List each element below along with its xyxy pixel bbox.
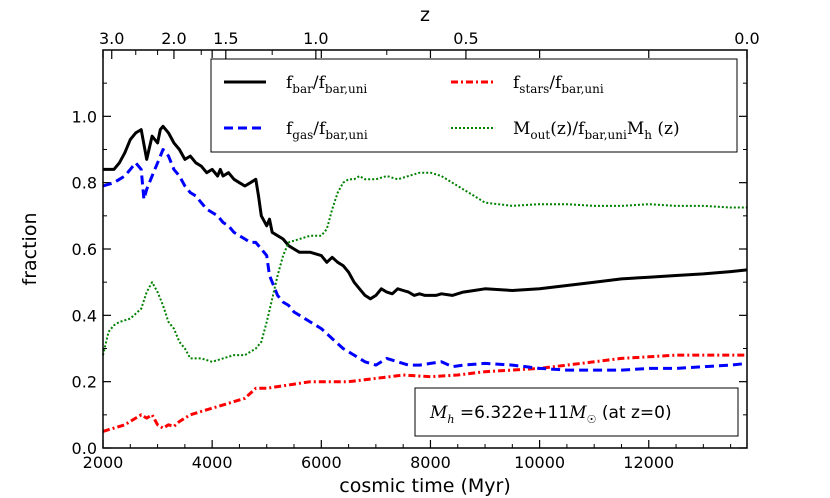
series-line-1 [103, 124, 748, 301]
legend-label: Mout(z)/fbar,uniMh (z) [513, 119, 680, 142]
x-tick-label: 8000 [410, 453, 451, 472]
y-tick-label: 0.8 [72, 174, 97, 193]
legend-label: fstars/fbar,uni [513, 73, 604, 96]
legend-box [210, 58, 738, 153]
z-tick-label: 1.5 [213, 29, 238, 48]
y-tick-label: 0.4 [72, 306, 97, 325]
z-tick-label: 0.5 [453, 29, 478, 48]
y-tick-label: 0.0 [72, 439, 97, 458]
legend: fbar/fbar,uni fgas/fbar,uni fstars/fbar,un… [210, 58, 738, 153]
halo-mass-annotation: Mh =6.322e+11M☉ (at z=0) [414, 387, 739, 437]
x-tick-label: 12000 [623, 453, 674, 472]
y-axis-title: fraction [19, 213, 41, 286]
annotation-text: Mh =6.322e+11M☉ (at z=0) [429, 403, 672, 426]
x-axis-title: cosmic time (Myr) [339, 475, 510, 497]
series-line-3 [102, 148, 748, 372]
y-tick-label: 0.2 [72, 373, 97, 392]
z-tick-label: 0.0 [734, 29, 759, 48]
legend-label: fbar/fbar,uni [286, 73, 367, 96]
legend-label: fgas/fbar,uni [286, 119, 368, 142]
z-tick-label: 3.0 [99, 29, 124, 48]
x-tick-label: 10000 [514, 453, 565, 472]
plot-frame [102, 49, 748, 449]
x-tick-label: 2000 [83, 453, 124, 472]
y-tick-label: 1.0 [72, 107, 97, 126]
top-axis-title: z [420, 4, 430, 26]
axis-ticks [102, 50, 748, 449]
x-tick-label: 6000 [301, 453, 342, 472]
z-tick-label: 1.0 [303, 29, 328, 48]
series-layer [102, 124, 748, 433]
y-tick-label: 0.6 [72, 240, 97, 259]
z-tick-label: 2.0 [161, 29, 186, 48]
series-line-2 [102, 353, 747, 433]
tick-labels: 2000 4000 6000 8000 10000 12000 0.0 0.2 0.4 0.6 0.… [72, 29, 760, 472]
x-tick-label: 4000 [192, 453, 233, 472]
annotation-box [414, 387, 739, 437]
